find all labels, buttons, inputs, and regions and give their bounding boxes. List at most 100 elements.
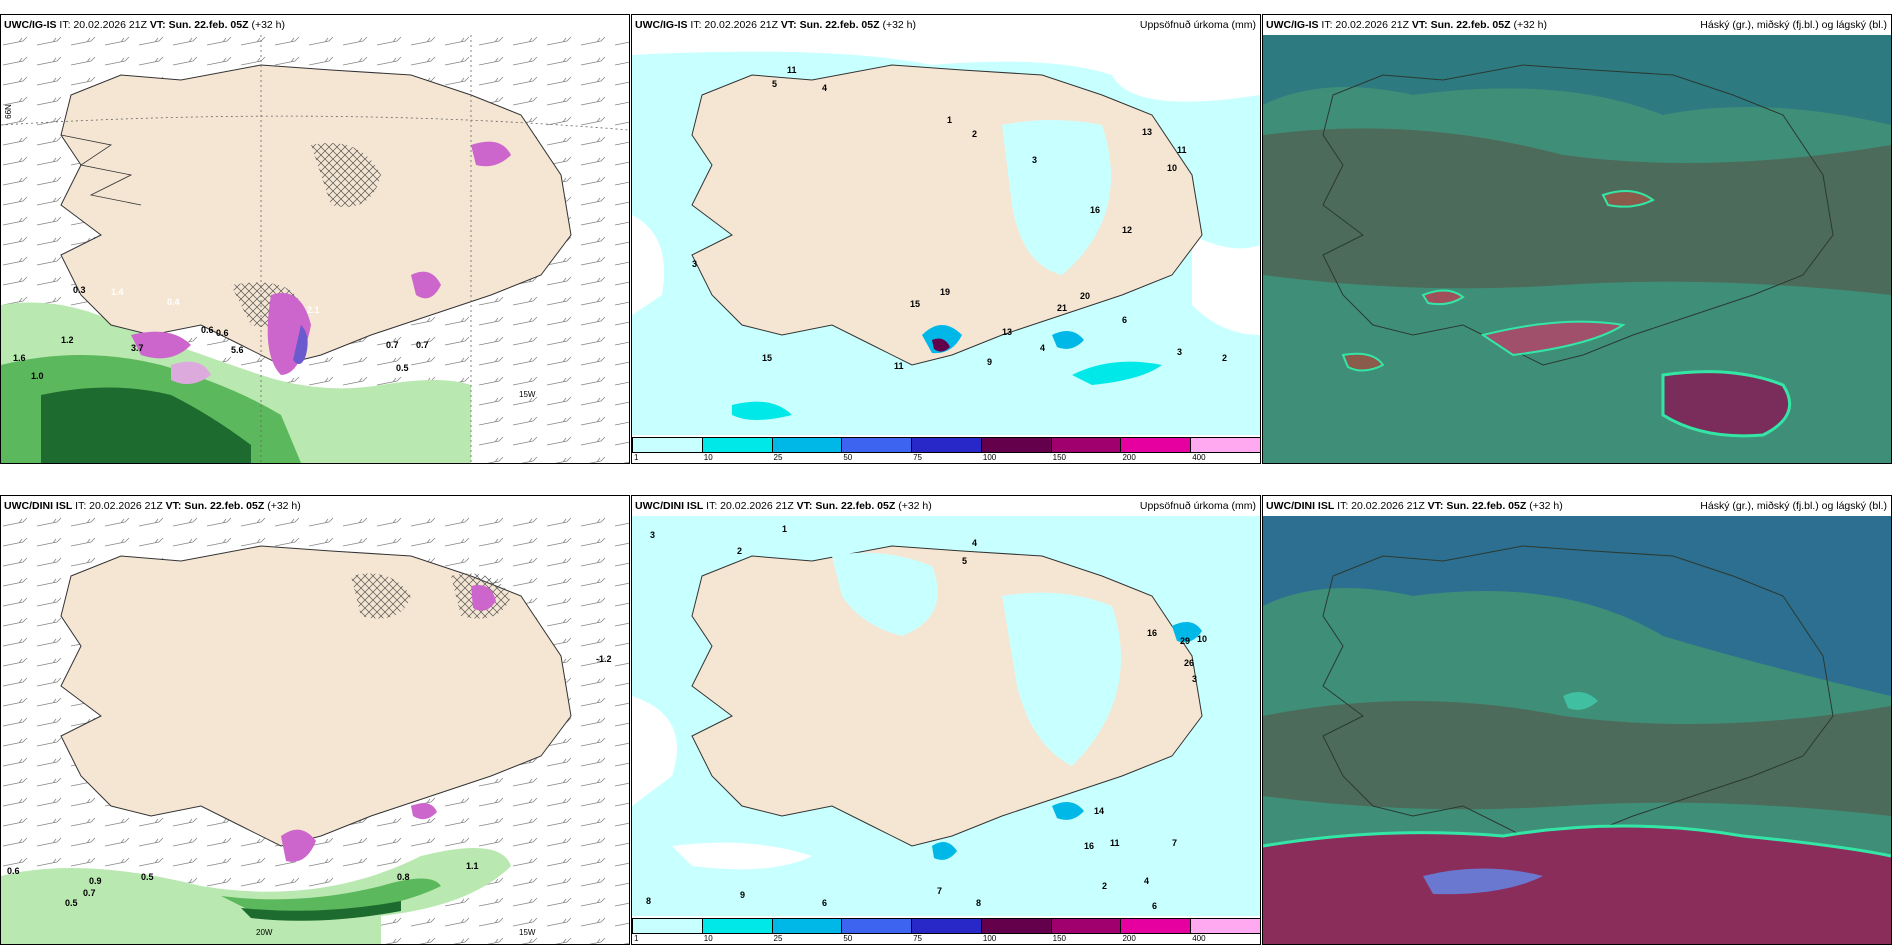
value-label: 5	[962, 556, 968, 566]
value-label: 6	[1152, 901, 1158, 911]
legend-swatch	[632, 918, 703, 934]
legend-tick: 25	[773, 934, 783, 943]
panel-header: UWC/IG-IS IT: 20.02.2026 21Z VT: Sun. 22…	[1, 15, 629, 35]
value-label: 11	[1177, 145, 1187, 155]
value-label: 8	[646, 896, 652, 906]
value-label: 0.2	[431, 319, 444, 329]
value-label: 5.6	[231, 345, 244, 355]
legend-tick: 1	[634, 934, 639, 943]
legend-swatch	[1120, 437, 1192, 453]
value-label: 2	[1102, 881, 1108, 891]
value-label: 3	[650, 530, 656, 540]
legend-tick: 400	[1192, 934, 1206, 943]
panel-ig-cloud-cover: UWC/IG-IS IT: 20.02.2026 21Z VT: Sun. 22…	[1262, 14, 1892, 464]
legend-tick: 25	[773, 453, 783, 462]
value-label: 1.4	[111, 287, 124, 297]
value-label: 0.6	[201, 325, 214, 335]
panel-dini-precip-type: UWC/DINI ISL IT: 20.02.2026 21Z VT: Sun.…	[0, 495, 630, 945]
value-label: 4	[822, 83, 828, 93]
value-label: 8	[976, 898, 982, 908]
legend-swatch	[1050, 437, 1122, 453]
legend-tick: 75	[913, 934, 923, 943]
value-label: 2.1	[307, 305, 320, 315]
legend-swatch	[771, 437, 843, 453]
precip-color-legend: 1 10 25 50 75 100 150 200 400	[632, 916, 1260, 944]
value-label: 16	[1084, 841, 1095, 851]
value-label: 0.5	[396, 363, 409, 373]
value-label: 3.7	[131, 343, 144, 353]
panel-header: UWC/IG-IS IT: 20.02.2026 21Z VT: Sun. 22…	[632, 15, 1260, 35]
value-label: 15	[762, 353, 773, 363]
legend-swatch	[911, 437, 982, 453]
value-label: 20	[1080, 291, 1091, 301]
value-label: 1.6	[13, 353, 26, 363]
value-label: 16	[1090, 205, 1101, 215]
value-label: 0.5	[65, 898, 78, 908]
value-label: 10	[1197, 634, 1208, 644]
value-label: 6	[1122, 315, 1128, 325]
value-label: 7	[937, 886, 943, 896]
value-label: 3	[1032, 155, 1038, 165]
legend-swatch	[980, 918, 1052, 934]
value-label: 0.8	[397, 872, 410, 882]
value-label: 19	[940, 287, 951, 297]
legend-swatch	[841, 437, 913, 453]
value-label: 9	[987, 357, 993, 367]
panel-header: UWC/IG-IS IT: 20.02.2026 21Z VT: Sun. 22…	[1263, 15, 1891, 35]
value-label: 4	[972, 538, 978, 548]
legend-tick: 50	[843, 934, 853, 943]
value-label: -1.2	[596, 654, 612, 664]
map-wind-precip: 0.3 1.4 0.4 3.7 1.2 1.6 1.0 0.6 0.6 5.6 …	[1, 35, 629, 463]
value-label: 3	[692, 259, 698, 269]
value-label: 0.7	[416, 340, 429, 350]
value-label: 11	[1110, 838, 1120, 848]
value-label: 0.4	[167, 297, 180, 307]
value-label: 13	[1142, 127, 1153, 137]
map-accum-precip: 11 5 4 1 2 3 13 11 10 12 16 19 15 21 20 …	[632, 35, 1260, 463]
value-label: 11	[787, 65, 797, 75]
legend-swatch	[1050, 918, 1122, 934]
value-label: 10	[1167, 163, 1178, 173]
panel-ig-precip-type: UWC/IG-IS IT: 20.02.2026 21Z VT: Sun. 22…	[0, 14, 630, 464]
legend-swatch	[841, 918, 913, 934]
legend-swatch	[980, 437, 1052, 453]
legend-tick: 100	[982, 453, 997, 462]
precip-color-legend: 1 10 25 50 75 100 150 200 400	[632, 435, 1260, 463]
legend-swatch	[771, 918, 843, 934]
value-label: 11	[894, 361, 904, 371]
value-label: 1	[947, 115, 953, 125]
value-label: 26	[1184, 658, 1195, 668]
panel-ig-accum-precip: UWC/IG-IS IT: 20.02.2026 21Z VT: Sun. 22…	[631, 14, 1261, 464]
legend-tick: 150	[1052, 453, 1067, 462]
legend-tick: 75	[913, 453, 923, 462]
legend-tick: 150	[1052, 934, 1067, 943]
panel-header: UWC/DINI ISL IT: 20.02.2026 21Z VT: Sun.…	[632, 496, 1260, 516]
value-label: 5	[772, 79, 778, 89]
value-label: 9	[740, 890, 746, 900]
lon-label: 15W	[519, 390, 536, 399]
value-label: 29	[1180, 636, 1191, 646]
value-label: 7	[1172, 838, 1178, 848]
legend-swatch	[911, 918, 982, 934]
value-label: 0.6	[7, 866, 20, 876]
value-label: 0.9	[89, 876, 102, 886]
legend-tick: 50	[843, 453, 853, 462]
legend-swatch	[701, 437, 773, 453]
map-wind-precip: 0.6 0.9 0.7 0.5 0.5 0.8 -1.2 1.1 20W 15W	[1, 516, 629, 944]
value-label: 1	[782, 524, 788, 534]
legend-tick: 200	[1122, 934, 1136, 943]
legend-swatch	[701, 918, 773, 934]
legend-tick: 100	[982, 934, 997, 943]
panel-header: UWC/DINI ISL IT: 20.02.2026 21Z VT: Sun.…	[1, 496, 629, 516]
value-label: 1.0	[31, 371, 44, 381]
legend-tick: 10	[703, 934, 713, 943]
lat-label: 66N	[3, 104, 13, 119]
lon-label: 15W	[519, 928, 536, 937]
map-cloud-cover	[1263, 35, 1891, 463]
map-accum-precip: 3 1 2 4 5 16 29 10 26 3 8 9 7 6 8 14 16 …	[632, 516, 1260, 944]
value-label: 0.3	[73, 285, 86, 295]
value-label: 4	[1040, 343, 1046, 353]
legend-tick: 200	[1122, 453, 1136, 462]
value-label: 12	[1122, 225, 1133, 235]
value-label: 1.2	[61, 335, 74, 345]
